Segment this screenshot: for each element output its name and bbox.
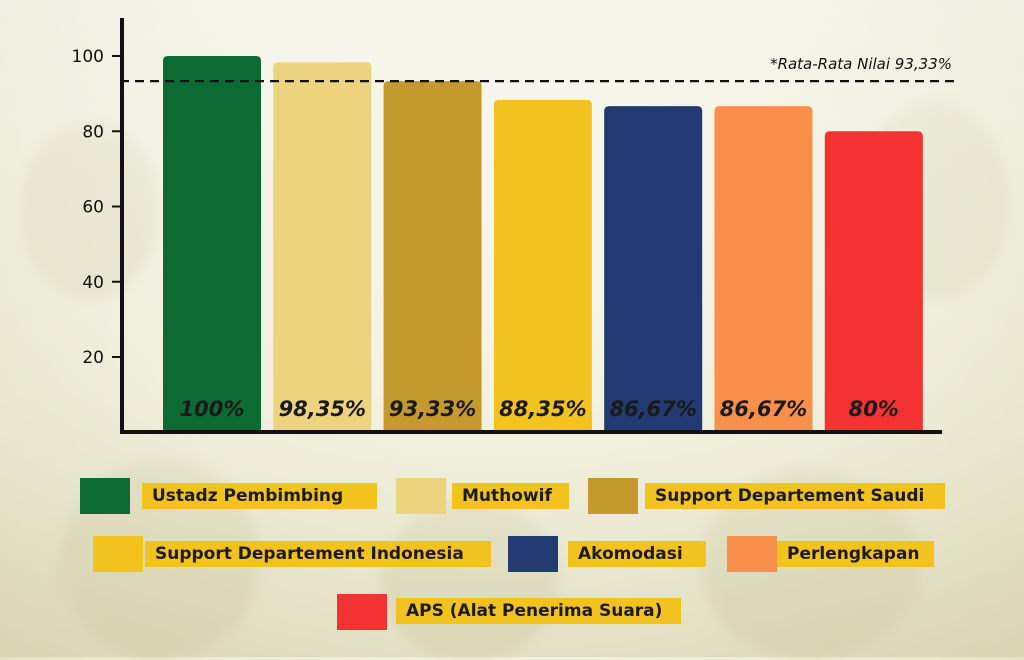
y-axis-ticks: 20 40 60 80 100 bbox=[72, 47, 122, 368]
y-tick-label: 40 bbox=[82, 273, 104, 293]
bar-2 bbox=[383, 81, 482, 432]
bar-0 bbox=[163, 56, 261, 432]
bars bbox=[163, 56, 923, 433]
bar-value-label: 86,67% bbox=[720, 397, 807, 421]
bar-value-label: 93,33% bbox=[389, 397, 476, 421]
y-tick-label: 60 bbox=[82, 198, 104, 218]
bar-5 bbox=[714, 106, 813, 433]
bar-value-label: 98,35% bbox=[279, 397, 366, 421]
y-tick-label: 100 bbox=[72, 47, 104, 67]
bar-3 bbox=[493, 99, 592, 432]
bar-value-label: 80% bbox=[849, 397, 899, 421]
y-tick-label: 80 bbox=[82, 122, 104, 142]
bar-value-label: 88,35% bbox=[499, 397, 586, 421]
bar-4 bbox=[604, 106, 703, 433]
bar-value-labels: 100% 98,35% 93,33% 88,35% 86,67% 86,67% 80% bbox=[180, 397, 899, 421]
bar-6 bbox=[824, 131, 923, 432]
bar-1 bbox=[273, 62, 372, 432]
average-label: *Rata-Rata Nilai 93,33% bbox=[770, 55, 952, 73]
bar-value-label: 100% bbox=[180, 397, 245, 421]
bar-value-label: 86,67% bbox=[609, 397, 696, 421]
y-tick-label: 20 bbox=[82, 348, 104, 368]
